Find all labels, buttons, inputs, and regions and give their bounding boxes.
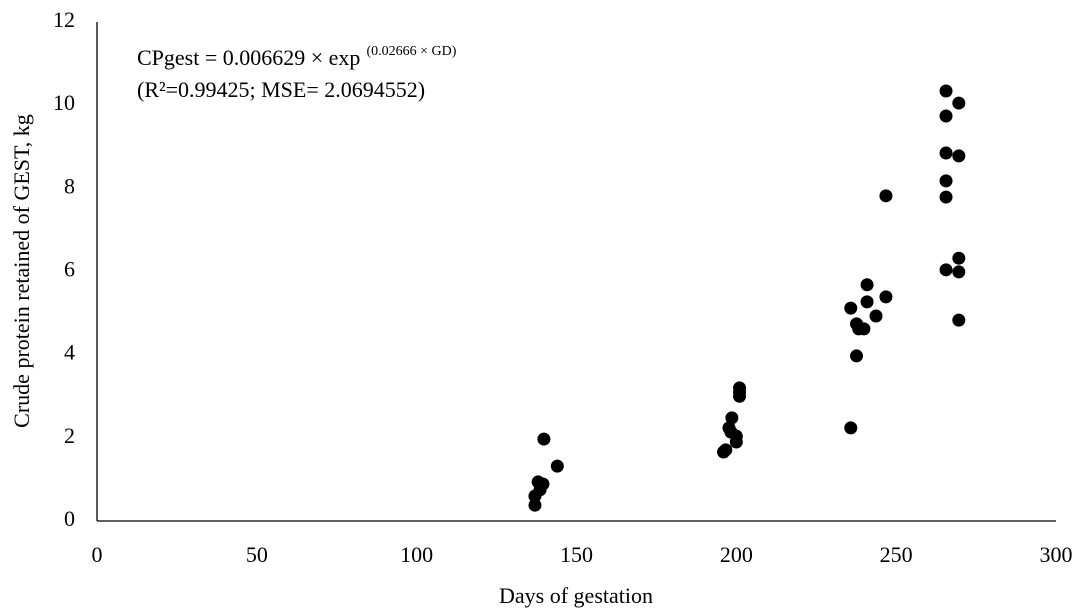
point (844, 301, 858, 315)
x-tick-label: 150 (560, 542, 593, 567)
fit-stats: (R²=0.99425; MSE= 2.0694552) (137, 77, 425, 102)
x-tick-label: 200 (720, 542, 753, 567)
point (939, 190, 953, 204)
point (952, 149, 966, 163)
y-tick-label: 10 (53, 90, 75, 115)
point (528, 498, 542, 512)
x-axis-label: Days of gestation (499, 583, 653, 608)
y-tick-label: 2 (64, 423, 75, 448)
point (850, 349, 864, 363)
y-tick-label: 0 (64, 506, 75, 531)
point (952, 251, 966, 265)
point (860, 278, 874, 292)
x-tick-label: 0 (92, 542, 103, 567)
point (550, 459, 564, 473)
point (857, 322, 871, 336)
point (729, 435, 743, 449)
point (733, 381, 747, 395)
point (537, 432, 551, 446)
point (939, 263, 953, 277)
point (939, 84, 953, 98)
point (952, 313, 966, 327)
equation-exponent: (0.02666 × GD) (366, 44, 456, 59)
point (879, 290, 893, 304)
y-tick-label: 8 (64, 173, 75, 198)
x-tick-label: 100 (400, 542, 433, 567)
point (879, 189, 893, 203)
point (869, 309, 883, 323)
point (860, 295, 874, 309)
point (939, 146, 953, 160)
point (844, 421, 858, 435)
equation: CPgest = 0.006629 × exp (0.02666 × GD) (137, 44, 457, 70)
y-tick-label: 6 (64, 257, 75, 282)
point (952, 265, 966, 279)
point (952, 96, 966, 110)
x-tick-label: 300 (1040, 542, 1073, 567)
y-tick-label: 4 (64, 340, 75, 365)
point (536, 477, 550, 491)
point (719, 443, 733, 457)
y-tick-label: 12 (53, 7, 75, 32)
y-axis-label: Crude protein retained of GEST, kg (9, 114, 34, 428)
point (939, 174, 953, 188)
x-tick-label: 250 (880, 542, 913, 567)
point (725, 411, 739, 425)
x-tick-label: 50 (246, 542, 268, 567)
point (939, 109, 953, 123)
equation-text: CPgest = 0.006629 × exp (137, 45, 360, 70)
